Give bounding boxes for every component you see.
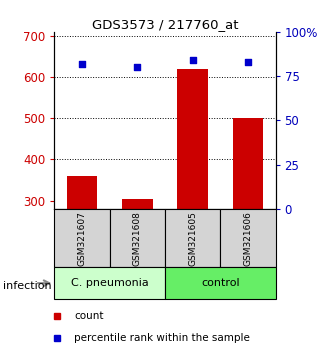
Bar: [233, 118, 263, 209]
Bar: [220, 209, 276, 267]
Text: GSM321607: GSM321607: [78, 211, 86, 266]
Point: [135, 64, 140, 70]
Bar: [54, 209, 110, 267]
Point: [245, 59, 250, 65]
Text: count: count: [74, 311, 103, 321]
Bar: [54, 267, 165, 299]
Text: C. pneumonia: C. pneumonia: [71, 278, 148, 288]
Bar: [165, 209, 220, 267]
Bar: [122, 199, 152, 209]
Bar: [178, 69, 208, 209]
Bar: [165, 267, 276, 299]
Text: GSM321608: GSM321608: [133, 211, 142, 266]
Point: [190, 57, 195, 63]
Bar: [110, 209, 165, 267]
Bar: [67, 176, 97, 209]
Text: percentile rank within the sample: percentile rank within the sample: [74, 332, 250, 343]
Text: infection: infection: [3, 281, 52, 291]
Point: [80, 61, 85, 67]
Title: GDS3573 / 217760_at: GDS3573 / 217760_at: [92, 18, 238, 31]
Text: GSM321605: GSM321605: [188, 211, 197, 266]
Text: GSM321606: GSM321606: [244, 211, 252, 266]
Text: control: control: [201, 278, 240, 288]
